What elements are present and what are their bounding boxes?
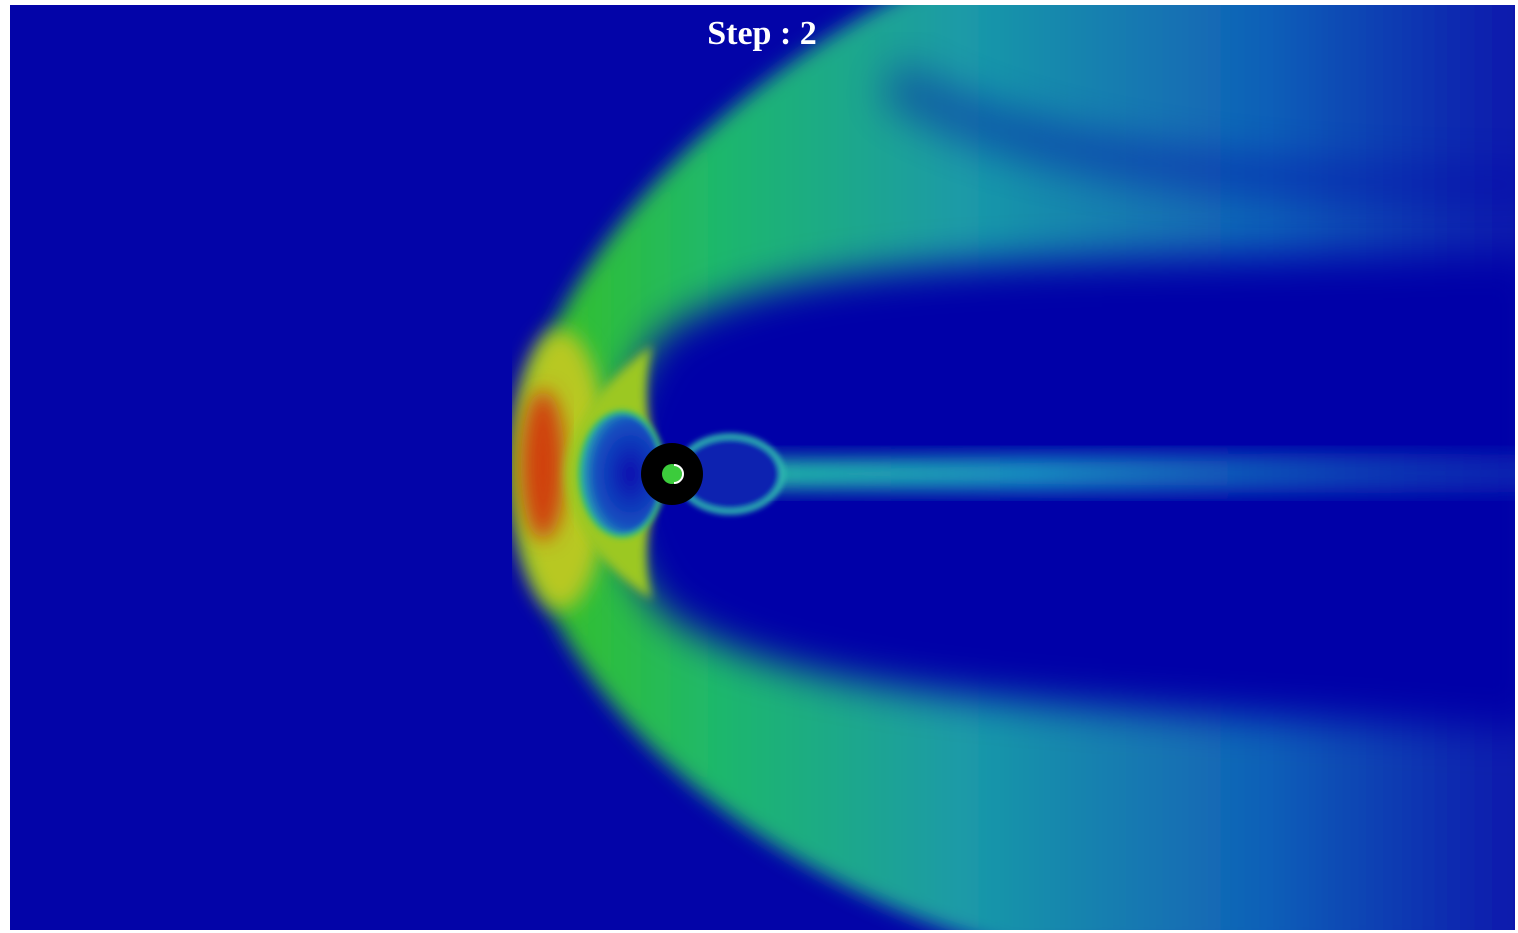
visualization: Step : 2 [0, 0, 1518, 933]
nose-red [521, 390, 565, 540]
step-caption: Step : 2 [707, 15, 817, 52]
tail-sheet [720, 454, 1518, 493]
page: Step : 2 (() => { const data = JSON.pars… [0, 0, 1518, 933]
